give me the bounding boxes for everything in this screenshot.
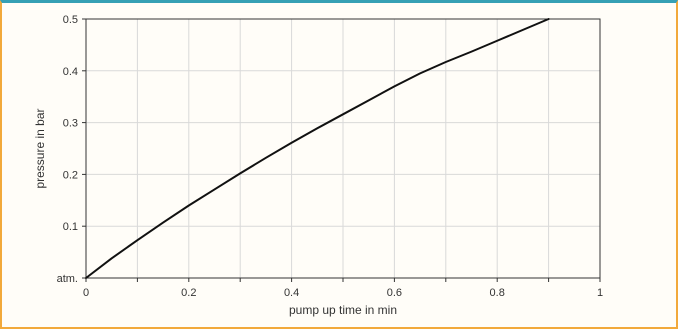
x-tick-label: 0: [83, 287, 89, 299]
x-tick-label: 0.2: [181, 287, 196, 299]
y-tick-label: 0.4: [63, 66, 78, 78]
curve-layer: [85, 18, 550, 279]
y-tick-label: 0.1: [63, 221, 78, 233]
y-tick-label: atm.: [57, 273, 78, 285]
grid-layer: [85, 18, 601, 279]
y-tick-label: 0.2: [63, 169, 78, 181]
labels-layer: pump up time in min pressure in bar 0 0.2…: [33, 14, 603, 317]
x-tick-label: 1: [597, 287, 603, 299]
y-tick-label: 0.5: [63, 14, 78, 26]
x-axis-label: pump up time in min: [289, 303, 397, 317]
axes-layer: [82, 18, 601, 282]
x-tick-label: 0.4: [284, 287, 299, 299]
pressure-curve: [85, 18, 550, 279]
x-tick-label: 0.8: [490, 287, 505, 299]
x-tick-label: 0.6: [387, 287, 402, 299]
y-axis-label: pressure in bar: [33, 108, 47, 188]
y-tick-label: 0.3: [63, 118, 78, 130]
